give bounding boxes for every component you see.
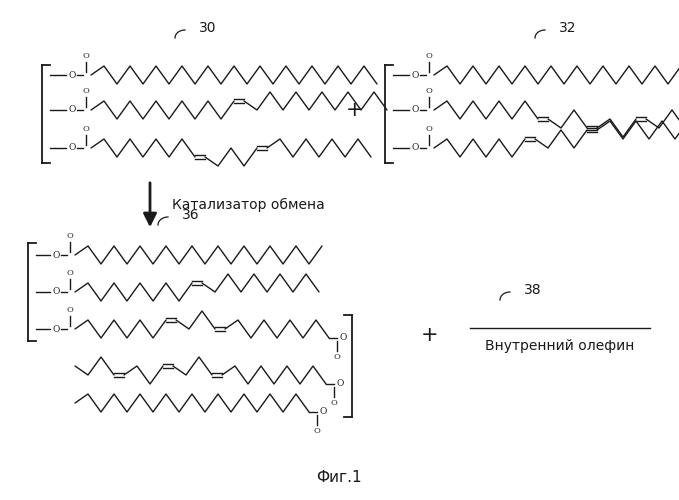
Text: O: O — [411, 106, 419, 114]
Text: Внутренний олефин: Внутренний олефин — [485, 339, 635, 353]
Text: O: O — [67, 232, 73, 240]
Text: O: O — [52, 250, 60, 260]
Text: +: + — [346, 100, 364, 120]
Text: O: O — [411, 144, 419, 152]
Text: O: O — [333, 353, 340, 361]
Text: O: O — [69, 106, 75, 114]
Text: O: O — [69, 144, 75, 152]
Text: O: O — [426, 125, 433, 133]
Text: Фиг.1: Фиг.1 — [316, 470, 362, 486]
Text: O: O — [411, 70, 419, 80]
Text: +: + — [421, 325, 439, 345]
Text: 38: 38 — [524, 283, 542, 297]
Text: O: O — [314, 427, 320, 435]
Text: O: O — [83, 125, 90, 133]
Text: O: O — [52, 288, 60, 296]
Text: 32: 32 — [559, 21, 576, 35]
Text: O: O — [67, 306, 73, 314]
Text: O: O — [83, 52, 90, 60]
Text: Катализатор обмена: Катализатор обмена — [172, 198, 325, 212]
Text: O: O — [319, 408, 327, 416]
Text: O: O — [426, 87, 433, 95]
Text: O: O — [340, 334, 347, 342]
Text: O: O — [52, 324, 60, 334]
Text: O: O — [336, 380, 344, 388]
Text: 30: 30 — [199, 21, 217, 35]
Text: O: O — [83, 87, 90, 95]
Text: O: O — [69, 70, 75, 80]
Text: O: O — [67, 269, 73, 277]
Text: O: O — [331, 399, 337, 407]
Text: 36: 36 — [182, 208, 200, 222]
Text: O: O — [426, 52, 433, 60]
